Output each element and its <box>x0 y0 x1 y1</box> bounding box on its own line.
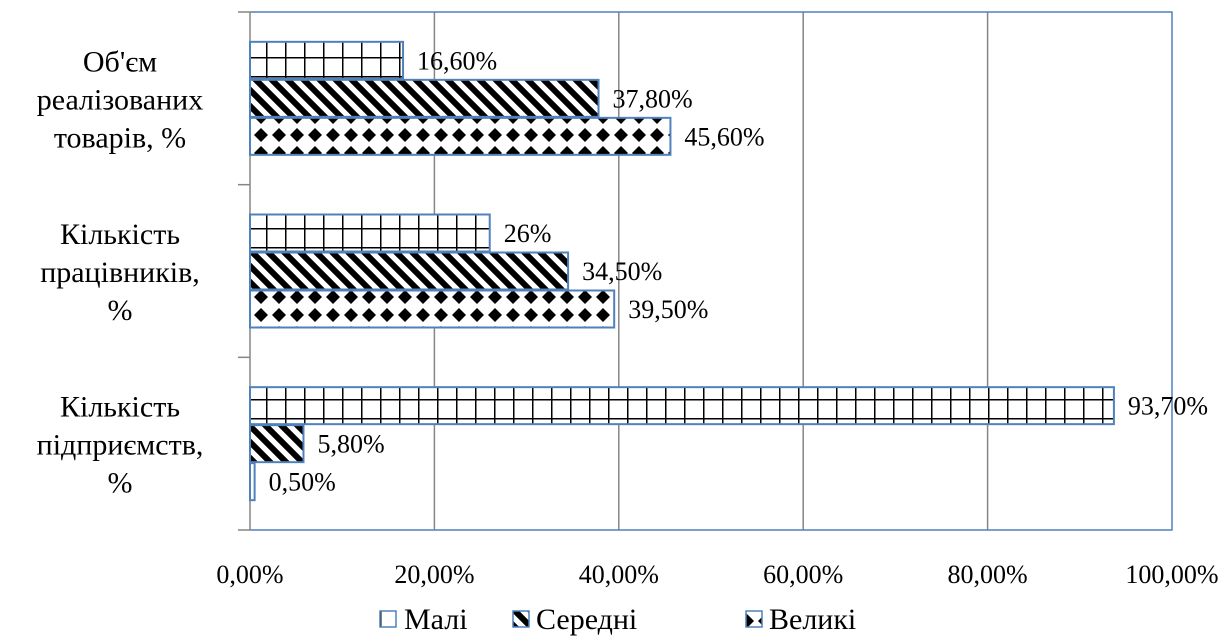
legend: Малі Середні Великі <box>379 603 856 636</box>
legend-label: Середні <box>536 603 637 636</box>
data-label: 93,70% <box>1128 392 1208 421</box>
legend-swatch <box>379 610 397 628</box>
data-label: 39,50% <box>628 295 708 324</box>
legend-swatch <box>745 610 763 628</box>
bar <box>249 40 405 80</box>
bar <box>249 424 305 464</box>
bar <box>249 251 570 291</box>
bar <box>249 78 600 118</box>
legend-label: Великі <box>769 603 856 636</box>
legend-swatch <box>512 610 530 628</box>
bar <box>249 386 1115 426</box>
x-tick-label: 60,00% <box>763 560 843 589</box>
category-label: підприємств, <box>37 429 204 462</box>
bar <box>249 213 491 253</box>
data-label: 26% <box>504 219 552 248</box>
x-tick-labels: 0,00% 20,00% 40,00% 60,00% 80,00% 100,00% <box>216 560 1218 589</box>
bar <box>249 116 672 156</box>
legend-label: Малі <box>404 603 468 636</box>
data-label: 34,50% <box>582 257 662 286</box>
x-tick-label: 0,00% <box>216 560 283 589</box>
x-tick-label: 80,00% <box>948 560 1028 589</box>
category-label: % <box>108 467 133 500</box>
x-tick-label: 20,00% <box>394 560 474 589</box>
x-tick-label: 100,00% <box>1125 560 1218 589</box>
plot-border <box>250 11 1173 531</box>
data-label: 45,60% <box>684 122 764 151</box>
data-label: 37,80% <box>613 84 693 113</box>
category-label: Кількість <box>60 218 180 251</box>
category-labels: Об'єм реалізованих товарів, % Кількість прац… <box>37 45 204 499</box>
x-tick-label: 40,00% <box>579 560 659 589</box>
data-label: 0,50% <box>269 468 336 497</box>
data-label: 5,80% <box>317 430 384 459</box>
data-label: 16,60% <box>417 46 497 75</box>
category-label: Об'єм <box>83 45 157 78</box>
category-label: працівників, <box>40 256 200 289</box>
bars <box>249 40 1115 502</box>
category-label: товарів, % <box>54 121 186 154</box>
bar <box>249 462 256 502</box>
data-labels: 16,60% 37,80% 45,60% 26% 34,50% 39,50% 93,70% 5… <box>269 46 1208 496</box>
category-label: Кількість <box>60 391 180 424</box>
category-label: реалізованих <box>37 83 203 116</box>
category-label: % <box>108 294 133 327</box>
bar <box>249 289 616 329</box>
